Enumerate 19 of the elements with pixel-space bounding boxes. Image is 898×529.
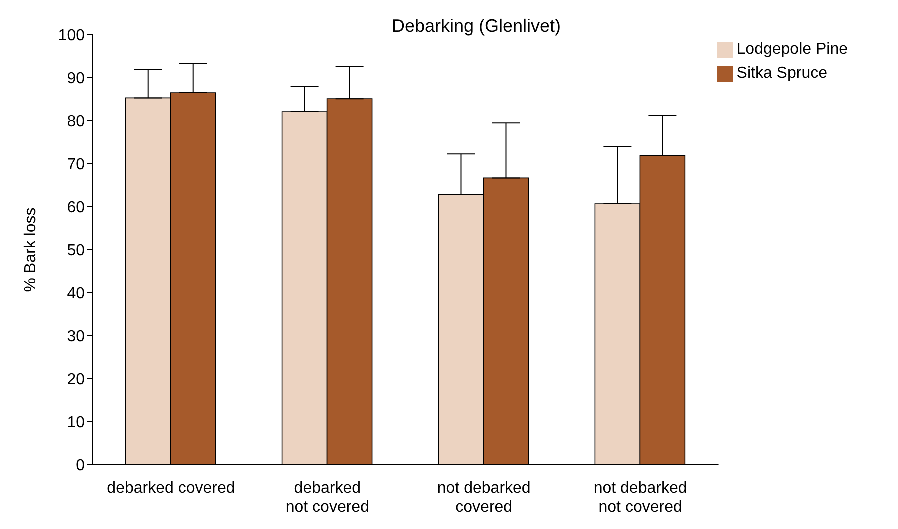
y-tick-label: 20 bbox=[67, 372, 86, 389]
y-tick-label: 30 bbox=[67, 328, 86, 346]
y-tick-label: 50 bbox=[67, 242, 86, 260]
y-tick-label: 60 bbox=[67, 200, 86, 217]
y-tick-label: 100 bbox=[58, 28, 86, 45]
y-tick-label: 10 bbox=[67, 414, 86, 432]
y-tick-label: 0 bbox=[76, 458, 86, 475]
chart-title: Debarking (Glenlivet) bbox=[390, 16, 562, 37]
x-tick-label: debarked covered bbox=[107, 480, 236, 497]
x-tick-label: not debarked covered bbox=[437, 480, 531, 516]
x-tick-label: debarked not covered bbox=[286, 480, 370, 516]
x-tick-label: not debarked not covered bbox=[594, 480, 688, 516]
legend-label: Lodgepole Pine bbox=[736, 41, 848, 58]
legend-label: Sitka Spruce bbox=[736, 65, 828, 82]
y-axis-title: % Bark loss bbox=[22, 208, 40, 292]
y-tick-label: 80 bbox=[67, 114, 86, 131]
y-tick-label: 40 bbox=[67, 286, 86, 303]
y-tick-label: 90 bbox=[67, 70, 86, 88]
y-tick-label: 70 bbox=[67, 156, 86, 174]
